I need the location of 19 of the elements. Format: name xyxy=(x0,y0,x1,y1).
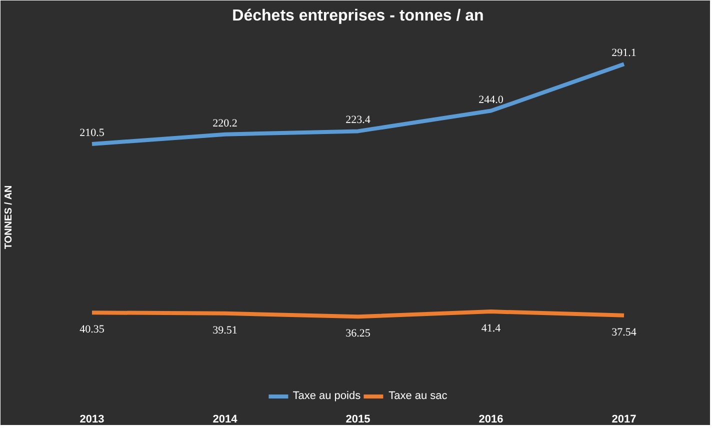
data-label: 40.35 xyxy=(80,324,105,336)
data-label: 210.5 xyxy=(80,126,105,139)
data-label: 244.0 xyxy=(478,94,504,106)
x-tick-label: 2015 xyxy=(346,414,370,426)
data-label: 41.4 xyxy=(481,322,502,335)
data-label: 220.2 xyxy=(212,117,238,130)
data-label: 291.1 xyxy=(612,47,636,60)
legend-label: Taxe au sac xyxy=(388,390,448,402)
data-label: 37.54 xyxy=(612,326,637,338)
data-label: 39.51 xyxy=(212,324,238,336)
y-axis-title: TONNES / AN xyxy=(4,185,14,250)
chart-title: Déchets entreprises - tonnes / an xyxy=(232,8,484,24)
x-tick-label: 2013 xyxy=(80,414,104,426)
x-tick-label: 2014 xyxy=(212,414,238,426)
legend-label: Taxe au poids xyxy=(292,390,361,402)
data-label: 36.25 xyxy=(346,328,371,340)
x-tick-label: 2016 xyxy=(478,414,504,426)
x-tick-label: 2017 xyxy=(612,414,636,426)
data-label: 223.4 xyxy=(346,114,371,126)
